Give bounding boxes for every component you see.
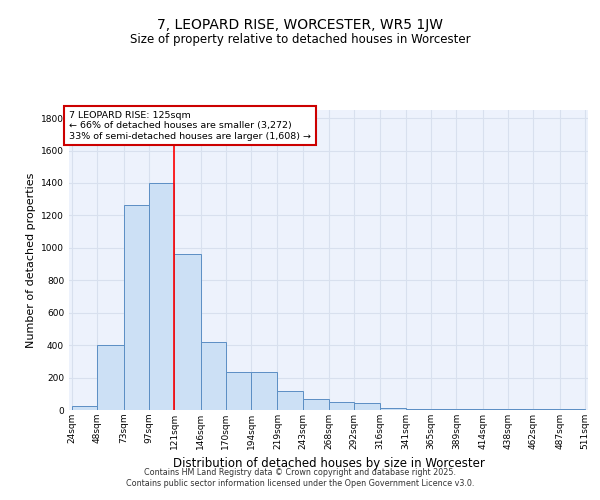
Bar: [277, 392, 303, 410]
Bar: [329, 402, 354, 410]
Bar: [406, 408, 431, 410]
Y-axis label: Number of detached properties: Number of detached properties: [26, 172, 35, 348]
Bar: [431, 408, 457, 410]
Bar: [483, 408, 508, 410]
X-axis label: Distribution of detached houses by size in Worcester: Distribution of detached houses by size …: [173, 458, 484, 470]
Bar: [174, 254, 200, 410]
Text: 7 LEOPARD RISE: 125sqm
← 66% of detached houses are smaller (3,272)
33% of semi-: 7 LEOPARD RISE: 125sqm ← 66% of detached…: [69, 111, 311, 140]
Bar: [251, 372, 277, 410]
Text: 7, LEOPARD RISE, WORCESTER, WR5 1JW: 7, LEOPARD RISE, WORCESTER, WR5 1JW: [157, 18, 443, 32]
Bar: [124, 205, 149, 410]
Bar: [533, 408, 560, 410]
Bar: [560, 409, 585, 410]
Bar: [380, 408, 406, 410]
Bar: [72, 406, 97, 410]
Bar: [97, 345, 124, 410]
Bar: [226, 372, 251, 410]
Bar: [508, 408, 533, 410]
Bar: [303, 398, 329, 410]
Bar: [149, 183, 174, 410]
Text: Contains HM Land Registry data © Crown copyright and database right 2025.
Contai: Contains HM Land Registry data © Crown c…: [126, 468, 474, 487]
Bar: [354, 402, 380, 410]
Bar: [200, 342, 226, 410]
Text: Size of property relative to detached houses in Worcester: Size of property relative to detached ho…: [130, 32, 470, 46]
Bar: [457, 408, 483, 410]
